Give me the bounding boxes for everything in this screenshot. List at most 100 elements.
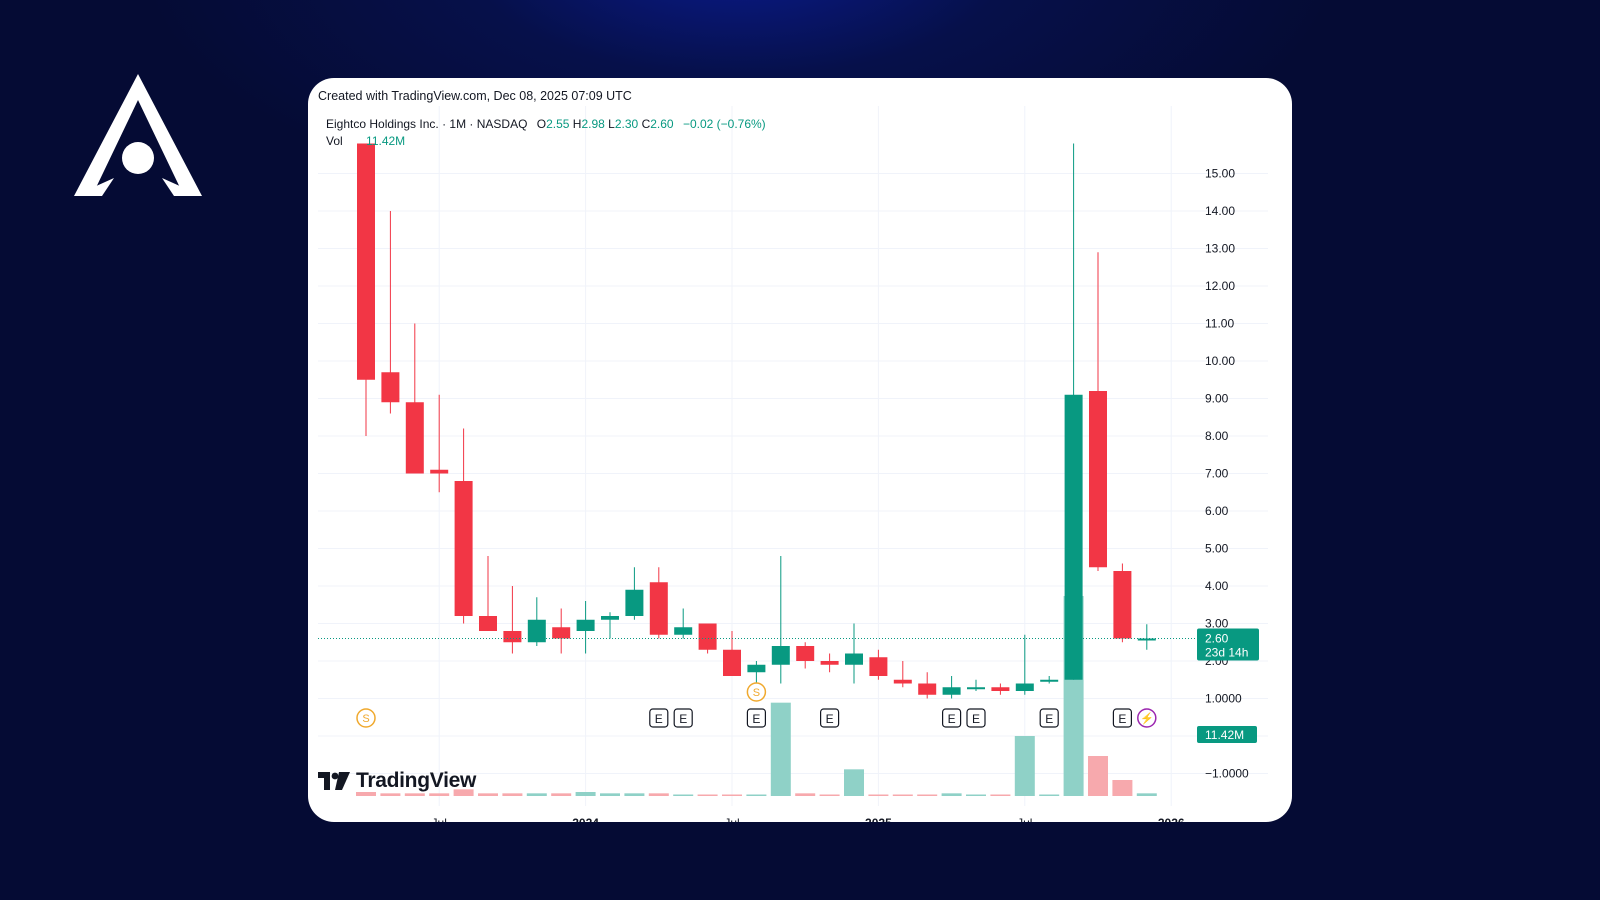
volume-bar <box>575 792 596 796</box>
y-tick-label: 4.00 <box>1205 579 1229 593</box>
candle-body <box>918 683 937 695</box>
volume-bar <box>868 794 889 796</box>
dividend-marker <box>356 708 376 728</box>
brand-logo-icon <box>74 74 202 196</box>
candle-body <box>601 616 619 620</box>
tradingview-logo-icon <box>318 772 350 790</box>
candle-body <box>723 649 741 676</box>
volume-bar <box>1039 794 1060 796</box>
volume-bar <box>966 794 986 796</box>
candle-body <box>747 664 766 673</box>
volume-badge-label: 11.42M <box>1205 728 1244 742</box>
earnings-marker-label: E <box>752 712 760 726</box>
legend-open-label: O <box>536 117 547 131</box>
candle-body <box>625 589 644 616</box>
volume-bar <box>941 793 962 796</box>
tradingview-logo[interactable]: TradingView <box>318 768 476 794</box>
volume-bar <box>770 702 791 796</box>
candle-body <box>1089 391 1107 568</box>
y-tick-label: 6.00 <box>1205 504 1229 518</box>
legend-volume-label: Vol <box>326 134 343 148</box>
volume-bar <box>990 794 1011 796</box>
legend-volume-row: Vol 11.42M <box>326 133 766 150</box>
legend-high-label: H <box>572 117 582 131</box>
last-price-label: 2.60 <box>1205 632 1229 646</box>
volume-bar <box>892 794 913 796</box>
earnings-marker-label: E <box>948 712 956 726</box>
volume-bar <box>453 789 474 796</box>
candle-body <box>771 646 790 665</box>
countdown-label: 23d 14h <box>1205 646 1248 660</box>
volume-bar <box>429 793 450 796</box>
flash-event-marker <box>1137 708 1157 728</box>
y-tick-label: 11.00 <box>1205 317 1234 331</box>
volume-bar <box>917 794 938 796</box>
earnings-marker-label: E <box>972 712 980 726</box>
candle-body <box>552 627 571 639</box>
last-price-badge <box>1197 628 1259 661</box>
chart-legend: Eightco Holdings Inc. · 1M · NASDAQ O2.5… <box>326 116 766 150</box>
candle-body <box>1040 679 1059 682</box>
volume-bar <box>502 793 523 796</box>
volume-bar <box>1088 756 1108 796</box>
volume-bar <box>624 793 645 796</box>
x-tick-label: Jul <box>1017 816 1032 822</box>
earnings-marker <box>746 708 766 728</box>
y-tick-label: 12.00 <box>1205 279 1235 293</box>
dividend-marker <box>746 682 767 702</box>
candle-body <box>381 372 400 403</box>
volume-bar <box>722 794 742 796</box>
legend-low-label: L <box>608 117 615 131</box>
earnings-marker <box>820 708 840 728</box>
candle-body <box>1113 571 1132 639</box>
volume-bar <box>844 769 864 796</box>
earnings-marker-label: E <box>826 712 834 726</box>
candle-body <box>674 627 693 635</box>
legend-open-value: 2.55 <box>546 117 570 131</box>
candle-body <box>527 619 546 643</box>
volume-bar <box>526 793 547 796</box>
legend-ohlc-row: Eightco Holdings Inc. · 1M · NASDAQ O2.5… <box>326 116 766 133</box>
earnings-marker-label: E <box>655 712 663 726</box>
candle-body <box>820 661 839 665</box>
volume-bar <box>356 792 376 796</box>
volume-bar <box>795 793 816 796</box>
y-tick-label: −1.0000 <box>1205 767 1249 781</box>
legend-close-value: 2.60 <box>650 117 674 131</box>
volume-bar <box>380 793 401 796</box>
y-tick-label: 7.00 <box>1205 467 1229 481</box>
candle-body <box>942 687 961 695</box>
candle-body <box>967 687 985 690</box>
dividend-marker-label: S <box>362 713 369 725</box>
volume-bar <box>551 793 572 796</box>
y-tick-label: 13.00 <box>1205 242 1235 256</box>
y-tick-label: 3.00 <box>1205 617 1229 631</box>
volume-bar <box>1014 736 1035 796</box>
earnings-marker <box>966 708 986 728</box>
x-tick-label: Jul <box>432 816 447 822</box>
candle-body <box>479 616 497 631</box>
volume-bar <box>600 793 620 796</box>
x-tick-label: Jul <box>724 816 739 822</box>
volume-bar <box>648 793 669 796</box>
candle-body <box>698 623 717 650</box>
earnings-marker-label: E <box>679 712 687 726</box>
earnings-marker-label: E <box>1045 712 1053 726</box>
candle-body <box>845 653 863 665</box>
candle-body <box>357 143 375 380</box>
candle-body <box>869 657 888 676</box>
y-tick-label: 5.00 <box>1205 542 1229 556</box>
created-caption: Created with TradingView.com, Dec 08, 20… <box>318 89 632 103</box>
candle-body <box>796 646 815 661</box>
volume-bar <box>1112 780 1133 796</box>
volume-bar <box>478 793 498 796</box>
chart-area[interactable]: 15.00 14.00 13.00 12.00 11.00 10.00 9.00 8.00 7.… <box>318 106 1282 822</box>
volume-bar <box>697 794 718 796</box>
flash-event-label: ⚡ <box>1140 712 1154 725</box>
candle-body <box>503 631 522 643</box>
earnings-marker <box>649 708 669 728</box>
legend-change: −0.02 (−0.76%) <box>682 117 766 131</box>
candle-body <box>1137 638 1156 641</box>
chart-svg[interactable]: 15.00 14.00 13.00 12.00 11.00 10.00 9.00 8.00 7.… <box>318 106 1282 822</box>
y-tick-label: 9.00 <box>1205 392 1229 406</box>
